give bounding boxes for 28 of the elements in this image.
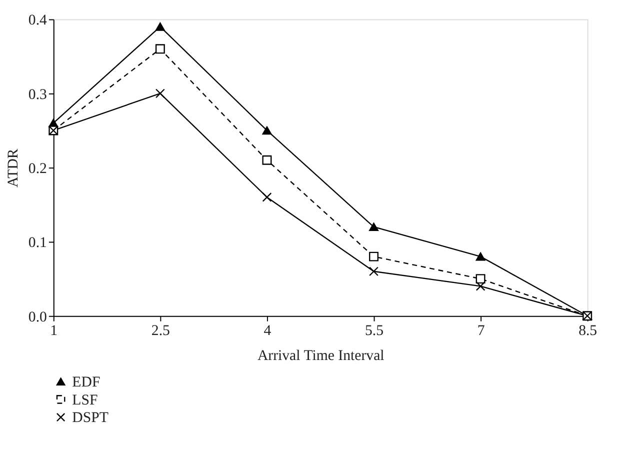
point [262, 155, 272, 165]
point [369, 252, 378, 262]
point [476, 281, 486, 291]
point [155, 44, 165, 54]
point [262, 126, 272, 135]
point [476, 274, 486, 284]
x-tick-label: 8.5 [578, 323, 598, 340]
point [155, 22, 165, 31]
point [262, 192, 272, 202]
point [369, 222, 378, 232]
y-axis-title: ATDR [6, 148, 22, 188]
x-axis-title: Arrival Time Interval [257, 348, 384, 364]
x-tick-label: 1 [50, 323, 58, 340]
y-tick-label: 0.1 [28, 235, 47, 252]
y-tick-label: 0.0 [28, 309, 47, 326]
x-tick-label: 2.5 [151, 323, 170, 340]
point [476, 252, 486, 261]
x-tick-label: 5.5 [364, 323, 384, 340]
legend-label: DSPT [72, 410, 108, 426]
x-tick-label: 7 [477, 323, 485, 340]
y-tick-label: 0.2 [28, 160, 47, 177]
point [155, 88, 165, 98]
legend-label: EDF [72, 374, 100, 391]
point [369, 266, 378, 276]
y-tick-label: 0.3 [28, 86, 47, 103]
legend-label: LSF [72, 392, 98, 408]
y-tick-label: 0.4 [28, 12, 48, 29]
x-tick-label: 4 [264, 323, 272, 340]
